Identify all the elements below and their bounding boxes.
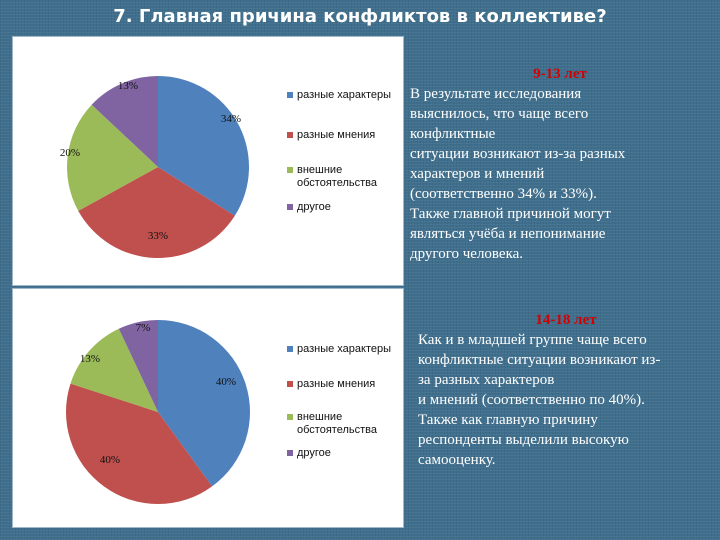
legend-swatch <box>287 414 293 420</box>
section-9-13: 9-13 лет В результате исследования выясн… <box>410 64 710 264</box>
legend-label: внешние обстоятельства <box>297 411 377 436</box>
pie-slice-characters <box>158 76 249 216</box>
legend-label: внешние обстоятельства <box>297 164 377 189</box>
pie-slice-circumstances <box>70 328 158 412</box>
slice-data-label: 20% <box>60 147 80 159</box>
pie-slice-other <box>91 76 158 167</box>
pie-chart-9-13: 34% 33% 20% 13% разные характеры разные мне… <box>12 36 404 286</box>
section-body: В результате исследования выяснилось, чт… <box>410 86 626 262</box>
section-heading: 14-18 лет <box>535 312 597 328</box>
section-heading: 9-13 лет <box>533 66 587 82</box>
legend-label: разные характеры <box>297 343 392 355</box>
legend-swatch <box>287 381 293 387</box>
legend-label: разные характеры <box>297 89 392 101</box>
slice-data-label: 40% <box>216 376 236 388</box>
pie-svg: 34% 33% 20% 13% <box>60 76 249 258</box>
legend-swatch <box>287 92 293 98</box>
legend-label: другое <box>297 201 331 213</box>
legend-swatch <box>287 204 293 210</box>
pie-chart-14-18: 40% 40% 13% 7% разные характеры разные мнен… <box>12 288 404 528</box>
slice-data-label: 33% <box>148 230 168 242</box>
legend-swatch <box>287 450 293 456</box>
slice-data-label: 13% <box>118 80 138 92</box>
pie-slice-other <box>118 320 158 412</box>
slice-data-label: 40% <box>100 454 120 466</box>
pie-svg: 40% 40% 13% 7% <box>65 320 251 505</box>
pie-slice-circumstances <box>67 104 158 211</box>
section-body: Как и в младшей группе чаще всего конфли… <box>418 332 661 468</box>
pie-slice-opinions <box>78 167 235 258</box>
pie-slice-opinions <box>65 383 213 505</box>
legend-label: разные мнения <box>297 129 376 141</box>
legend-swatch <box>287 132 293 138</box>
slice-data-label: 13% <box>80 353 100 365</box>
pie-slice-characters <box>158 320 251 487</box>
legend-label: разные мнения <box>297 378 376 390</box>
slice-data-label: 7% <box>136 322 151 334</box>
legend-swatch <box>287 167 293 173</box>
slide-title: 7. Главная причина конфликтов в коллекти… <box>113 6 607 27</box>
legend-swatch <box>287 346 293 352</box>
legend-label: другое <box>297 447 331 459</box>
section-14-18: 14-18 лет Как и в младшей группе чаще вс… <box>418 310 714 470</box>
slice-data-label: 34% <box>221 113 241 125</box>
